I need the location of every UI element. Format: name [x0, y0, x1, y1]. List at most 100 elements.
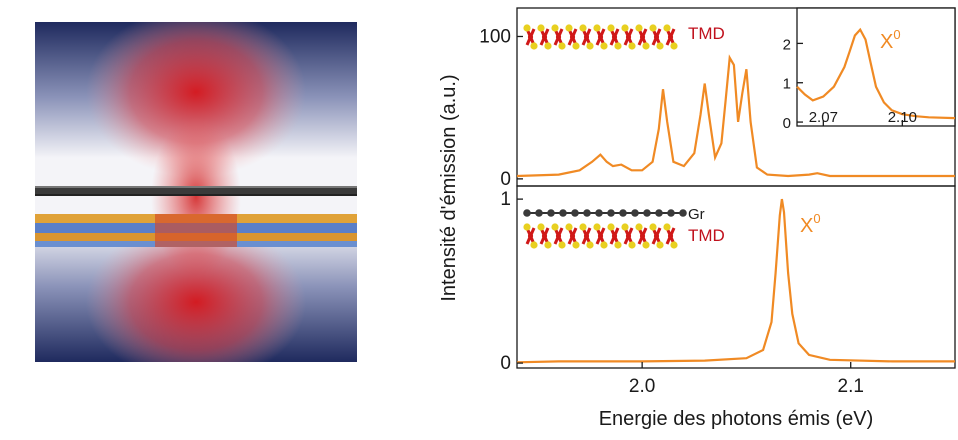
chalcogen-atom [607, 223, 615, 231]
chalcogen-atom [642, 42, 650, 50]
carbon-atom [643, 209, 651, 217]
chalcogen-atom [530, 42, 538, 50]
chalcogen-atom [579, 223, 587, 231]
carbon-atom [535, 209, 543, 217]
y-tick-label: 0 [500, 169, 511, 190]
metal-atom [527, 233, 534, 239]
chalcogen-atom [572, 42, 580, 50]
chalcogen-atom [551, 24, 559, 32]
chalcogen-atom [600, 241, 608, 249]
chalcogen-atom [523, 223, 531, 231]
chalcogen-atom [649, 223, 657, 231]
carbon-atom [559, 209, 567, 217]
carbon-atom [547, 209, 555, 217]
bottom-panel-frame [516, 185, 956, 369]
chalcogen-atom [565, 223, 573, 231]
metal-atom [583, 233, 590, 239]
chalcogen-atom [593, 24, 601, 32]
metal-atom [667, 34, 674, 40]
metal-atom [653, 233, 660, 239]
carbon-atom [631, 209, 639, 217]
laser-glow-bottom [86, 222, 306, 362]
metal-atom [583, 34, 590, 40]
bottom-panel: 012.0 2.1 Gr TMD X0 [500, 185, 956, 397]
graphene-structure-icon [523, 209, 687, 217]
metal-atom [667, 233, 674, 239]
carbon-atom [655, 209, 663, 217]
metal-atom [611, 233, 618, 239]
y-tick-label: 0 [783, 115, 791, 132]
chalcogen-atom [586, 42, 594, 50]
inset-peak-label: X0 [880, 27, 901, 53]
graphene-layer-icon [35, 186, 357, 196]
top-spectrum-line [516, 54, 955, 178]
chalcogen-atom [586, 241, 594, 249]
x-tick-label: 2.07 [809, 109, 838, 126]
metal-atom [569, 34, 576, 40]
chalcogen-atom [579, 24, 587, 32]
carbon-atom [595, 209, 603, 217]
carbon-atom [667, 209, 675, 217]
laser-glow-top [86, 22, 306, 177]
x-tick-label: 2.1 [838, 376, 864, 397]
bottom-peak-label: X0 [800, 211, 821, 237]
chalcogen-atom [537, 223, 545, 231]
y-tick-label: 100 [479, 26, 511, 47]
chalcogen-atom [537, 24, 545, 32]
tmd-structure-icon-top [523, 24, 678, 50]
x-axis-label: Energie des photons émis (eV) [599, 408, 874, 430]
metal-atom [541, 233, 548, 239]
chalcogen-atom [656, 241, 664, 249]
chalcogen-atom [544, 42, 552, 50]
chalcogen-atom [551, 223, 559, 231]
y-tick-label: 0 [500, 353, 511, 374]
chalcogen-atom [642, 241, 650, 249]
chalcogen-atom [530, 241, 538, 249]
chalcogen-atom [628, 241, 636, 249]
chalcogen-atom [558, 42, 566, 50]
chalcogen-atom [544, 241, 552, 249]
chalcogen-atom [607, 24, 615, 32]
chalcogen-atom [621, 223, 629, 231]
chalcogen-atom [572, 241, 580, 249]
metal-atom [541, 34, 548, 40]
metal-atom [625, 34, 632, 40]
chalcogen-atom [663, 24, 671, 32]
tmd-layer-icon [35, 214, 357, 247]
bottom-peak-label-main: X [800, 215, 813, 237]
inset-peak-label-sup: 0 [893, 27, 900, 42]
metal-atom [555, 233, 562, 239]
metal-atom [527, 34, 534, 40]
chalcogen-atom [614, 42, 622, 50]
metal-atom [639, 34, 646, 40]
chalcogen-atom [649, 24, 657, 32]
carbon-atom [619, 209, 627, 217]
y-axis-label: Intensité d'émission (a.u.) [438, 74, 460, 301]
carbon-atom [523, 209, 531, 217]
inset-peak-label-main: X [880, 31, 893, 53]
chalcogen-atom [635, 223, 643, 231]
metal-atom [653, 34, 660, 40]
chalcogen-atom [670, 42, 678, 50]
chalcogen-atom [628, 42, 636, 50]
y-tick-label: 1 [783, 76, 791, 93]
metal-atom [597, 233, 604, 239]
y-tick-label: 1 [500, 189, 511, 210]
chalcogen-atom [663, 223, 671, 231]
y-tick-label: 2 [783, 36, 791, 53]
chalcogen-atom [558, 241, 566, 249]
carbon-atom [679, 209, 687, 217]
chalcogen-atom [593, 223, 601, 231]
chalcogen-atom [635, 24, 643, 32]
inset-spectrum-line [796, 27, 956, 120]
metal-atom [555, 34, 562, 40]
bottom-peak-label-sup: 0 [813, 211, 820, 226]
carbon-atom [607, 209, 615, 217]
tmd-label-top: TMD [688, 24, 725, 43]
x-tick-label: 2.10 [888, 109, 917, 126]
chalcogen-atom [523, 24, 531, 32]
heterostructure-illustration [35, 22, 357, 362]
carbon-atom [583, 209, 591, 217]
inset-frame [796, 7, 956, 127]
